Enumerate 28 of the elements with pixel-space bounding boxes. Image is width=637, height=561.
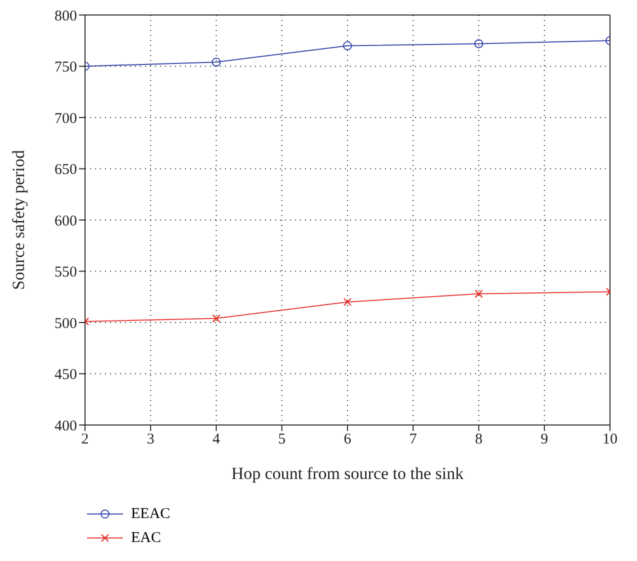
x-tick-label: 8 [475,432,482,448]
y-tick-label: 550 [54,264,77,281]
legend-label: EEAC [131,506,170,522]
point [343,298,352,306]
x-tick-label: 9 [540,432,548,448]
point [343,41,352,50]
x-tick-label: 3 [146,432,154,448]
point [212,58,221,67]
point [212,314,220,322]
y-axis-title: Source safety period [9,150,28,290]
y-tick-label: 500 [54,316,77,332]
y-tick-label: 800 [54,8,77,24]
y-tick-label: 650 [54,162,77,178]
y-tick-label: 400 [54,418,77,434]
legend-label: EAC [131,530,161,546]
x-tick-label: 5 [278,432,286,448]
y-tick-label: 700 [54,110,77,127]
x-axis-title: Hop count from source to the sink [231,464,464,483]
x-tick-label: 2 [81,432,89,448]
x-tick-label: 10 [602,432,618,448]
point [474,39,484,48]
y-tick-label: 750 [54,60,77,76]
x-tick-label: 7 [409,432,418,448]
y-tick-label: 600 [54,213,77,230]
point [474,290,483,298]
y-tick-label: 450 [54,367,77,384]
x-tick-label: 4 [212,432,220,448]
x-tick-label: 6 [344,432,352,448]
